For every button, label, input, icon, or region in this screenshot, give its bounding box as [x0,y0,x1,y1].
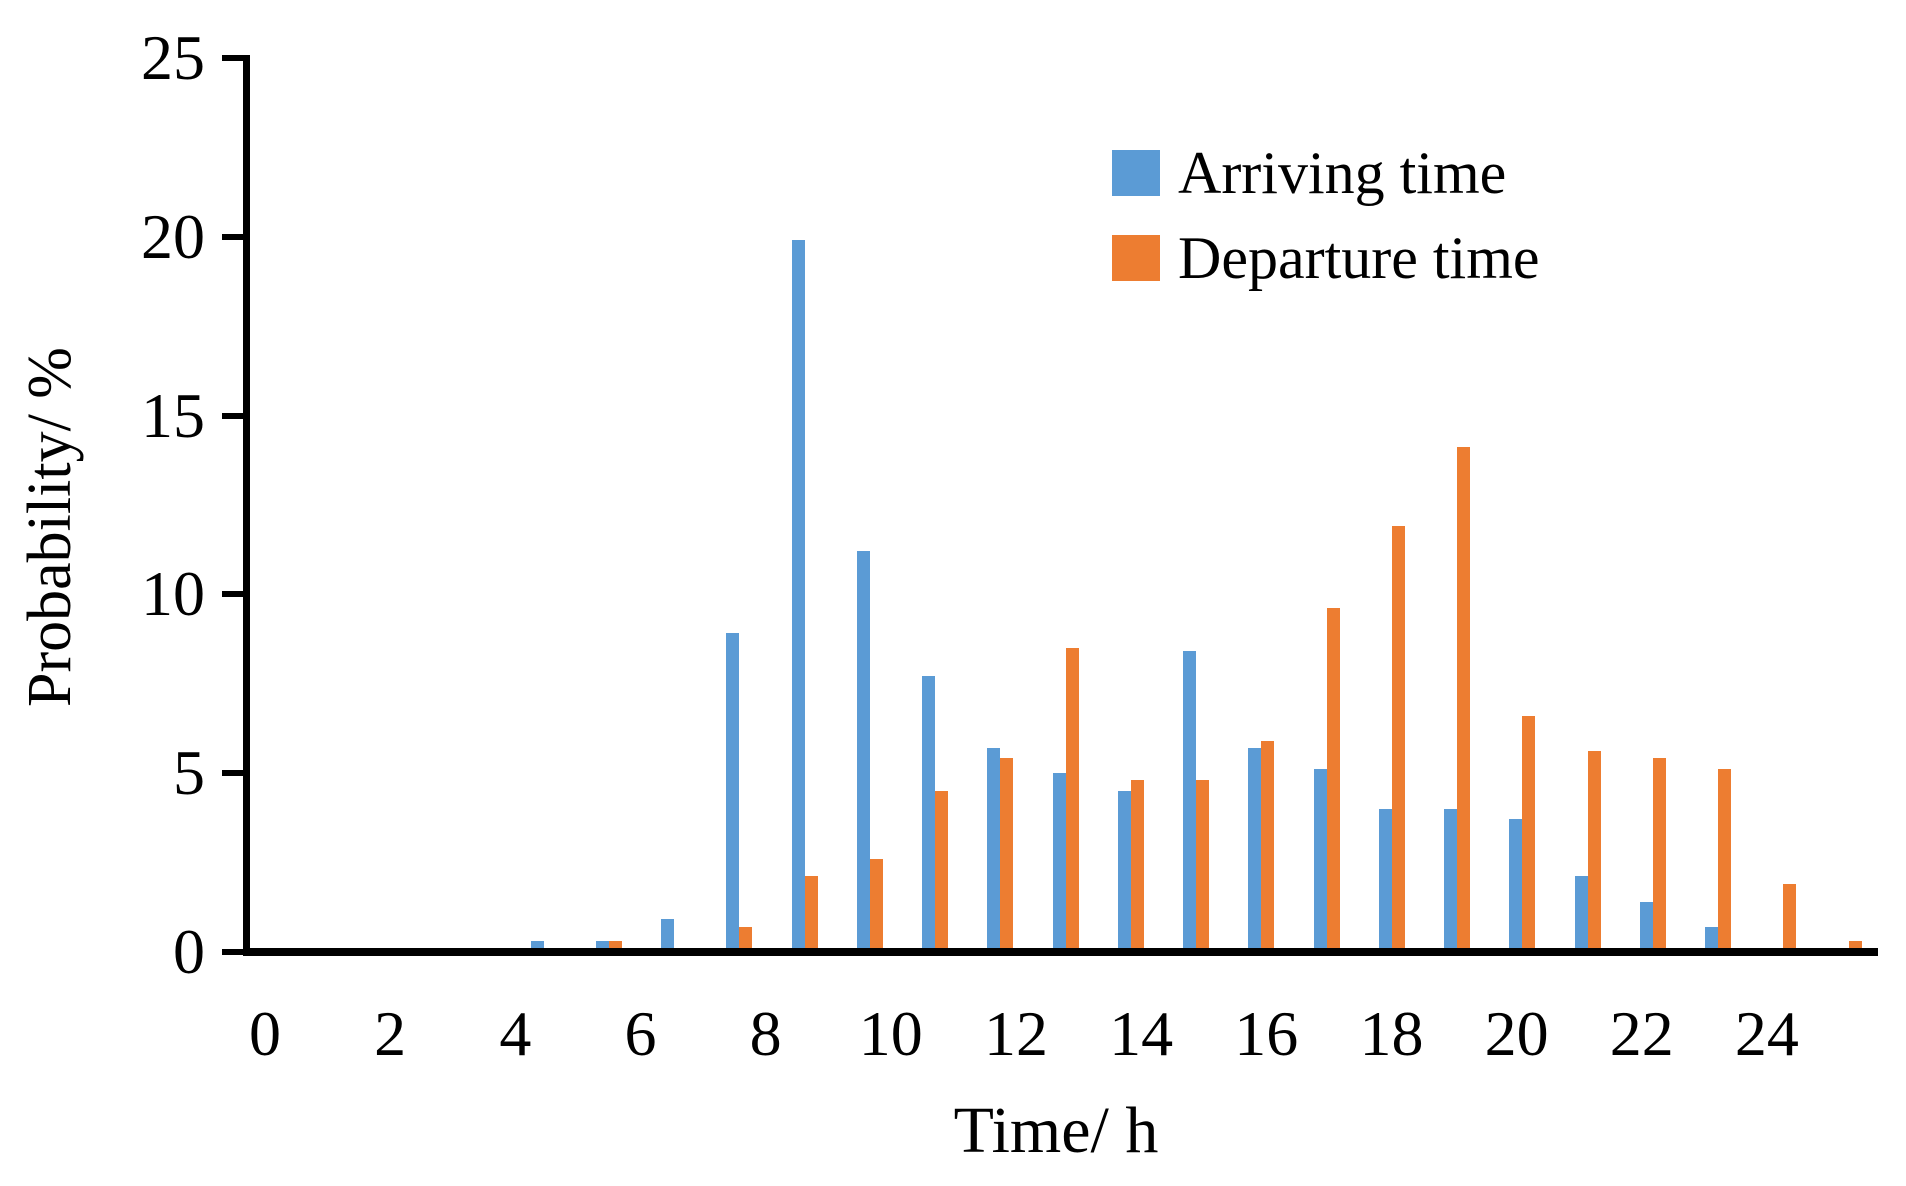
departure-bar-h9 [869,858,883,948]
arriving-bar-h17 [1378,808,1392,948]
departure-bar-h15 [1261,740,1275,948]
arriving-bar-h21 [1639,901,1653,948]
arriving-bar-h7 [726,633,740,948]
y-tick-label: 5 [173,737,205,809]
arriving-bar-h19 [1509,819,1523,948]
x-tick-label: 24 [1734,998,1799,1069]
departure-bar-h16 [1326,608,1340,948]
arriving-bar-h14 [1183,651,1196,948]
y-axis-title: Probability/ % [16,347,84,707]
x-tick-label: 12 [983,998,1048,1069]
x-tick-label: 22 [1609,998,1674,1069]
arriving-bar-h11 [987,747,1001,948]
departure-bar-h13 [1130,779,1144,948]
legend: Arriving time Departure time [1112,130,1540,300]
arriving-bar-h18 [1444,808,1457,948]
departure-bar-h23 [1783,883,1797,948]
arriving-bar-h8 [791,239,805,948]
y-tick-label: 15 [141,379,205,451]
legend-item-departure: Departure time [1112,215,1540,300]
arriving-bar-h10 [922,676,935,948]
arriving-bar-h22 [1705,926,1718,948]
x-tick-label: 14 [1109,998,1174,1069]
departure-bar-h18 [1457,447,1470,948]
arriving-bar-h5 [595,940,609,948]
y-tick-label: 10 [141,558,205,630]
arriving-bar-h4 [530,940,544,948]
departure-bar-h24 [1848,940,1862,948]
y-tick-label: 20 [141,200,205,272]
y-tick-mark [222,949,250,955]
x-tick-label: 18 [1359,998,1424,1069]
x-tick-label: 16 [1234,998,1299,1069]
departure-bar-h20 [1587,751,1601,948]
departure-bar-h8 [804,876,818,948]
departure-bar-h17 [1391,526,1405,948]
departure-bar-h11 [1000,758,1014,948]
legend-label-departure: Departure time [1178,224,1540,291]
departure-bar-h10 [935,790,948,948]
arriving-bar-h12 [1052,772,1066,948]
arriving-bar-h9 [856,551,870,948]
arriving-bar-h20 [1574,876,1588,948]
arriving-bar-h15 [1248,747,1262,948]
departure-bar-h7 [739,926,753,948]
x-tick-label: 8 [749,998,782,1069]
departure-bar-h21 [1652,758,1666,948]
arriving-bar-h13 [1117,790,1131,948]
departure-bar-h19 [1522,715,1536,948]
arriving-series-swatch-icon [1112,149,1160,196]
x-axis-title: Time/ h [953,1094,1159,1167]
y-tick-mark [222,412,250,419]
x-tick-label: 0 [249,998,281,1069]
x-tick-label: 2 [374,998,407,1069]
y-tick-label: 0 [173,916,205,987]
legend-label-arriving: Arriving time [1178,139,1507,206]
departure-bar-h5 [608,940,622,948]
x-axis-line [243,948,1878,956]
arriving-bar-h16 [1313,769,1327,948]
x-tick-label: 20 [1484,998,1549,1069]
arriving-bar-h6 [661,919,674,948]
departure-bar-h22 [1718,769,1731,948]
y-tick-mark [222,233,250,240]
departure-bar-h14 [1196,779,1209,948]
x-tick-label: 4 [499,998,532,1069]
departure-bar-h12 [1065,647,1079,948]
y-tick-mark [222,591,250,598]
departure-series-swatch-icon [1112,234,1160,281]
y-tick-label: 25 [141,22,205,93]
y-tick-mark [222,770,250,777]
x-tick-label: 10 [858,998,923,1069]
x-tick-label: 6 [624,998,657,1069]
legend-item-arriving: Arriving time [1112,130,1540,215]
y-tick-mark [222,55,250,61]
y-axis-line [243,55,250,956]
